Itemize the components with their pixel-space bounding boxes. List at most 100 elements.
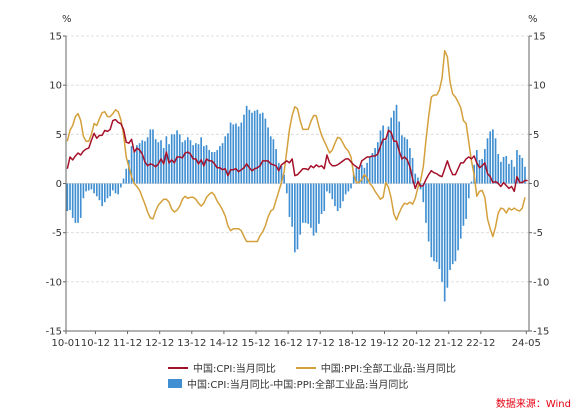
x-tick-label: 16-12: [274, 338, 303, 349]
y-right-tick-label: 0: [533, 179, 539, 190]
diff-bar: [95, 183, 98, 197]
y-left-tick-label: -15: [46, 327, 62, 338]
diff-bar: [328, 183, 331, 194]
diff-bar: [280, 165, 283, 184]
diff-bar: [71, 183, 74, 218]
ppi-line: [66, 50, 526, 243]
diff-bar: [208, 150, 211, 184]
diff-bar: [79, 183, 82, 218]
diff-bar: [256, 109, 259, 184]
diff-bar: [299, 183, 302, 235]
diff-bar: [465, 183, 467, 219]
diff-bar: [446, 183, 449, 288]
diff-bar: [173, 134, 176, 184]
diff-bar: [66, 183, 69, 212]
diff-bar: [510, 159, 513, 184]
diff-bar: [467, 183, 470, 199]
diff-bar: [374, 148, 376, 184]
diff-bar: [288, 183, 291, 217]
y-right-tick-label: 10: [533, 81, 546, 92]
diff-bar: [433, 183, 435, 262]
x-tick-label: 21-12: [434, 338, 463, 349]
diff-bar: [221, 143, 224, 184]
y-left-tick-label: 0: [56, 179, 62, 190]
diff-bar: [307, 183, 310, 224]
source-note: 数据来源：Wind: [495, 399, 571, 410]
diff-swatch: [168, 379, 182, 388]
diff-bar: [259, 113, 261, 184]
diff-bar: [235, 123, 237, 184]
diff-bar: [74, 183, 77, 223]
diff-bar: [427, 183, 430, 242]
x-tick-label: 19-12: [370, 338, 399, 349]
diff-bar: [160, 140, 162, 184]
diff-bar: [331, 183, 334, 200]
cpi-line: [66, 118, 528, 193]
diff-bar: [323, 183, 326, 212]
diff-bar: [454, 183, 457, 262]
diff-bar: [395, 104, 398, 184]
diff-bar: [486, 138, 489, 184]
diff-bar: [277, 162, 280, 184]
diff-bar: [109, 183, 111, 197]
diff-bar: [120, 183, 122, 188]
diff-bar: [192, 145, 194, 184]
diff-bar: [245, 105, 248, 184]
diff-bar: [136, 145, 138, 184]
diff-bar: [283, 174, 285, 184]
diff-bar: [494, 138, 497, 184]
diff-bar: [82, 183, 85, 199]
x-tick-label: 14-12: [209, 338, 238, 349]
diff-bar: [475, 150, 478, 184]
diff-bar: [481, 158, 483, 184]
ppi-swatch: [295, 366, 316, 369]
diff-bar: [77, 183, 79, 223]
diff-bar: [112, 183, 114, 191]
diff-bar: [122, 178, 125, 184]
diff-bar: [352, 173, 355, 184]
diff-bar: [513, 166, 516, 184]
diff-bar: [128, 159, 130, 184]
diff-bar: [368, 156, 371, 184]
diff-bar: [379, 130, 382, 184]
diff-bar: [518, 154, 521, 184]
diff-bar: [178, 134, 181, 184]
diff-bar: [87, 183, 90, 191]
diff-bar: [184, 140, 186, 184]
diff-bar: [417, 177, 419, 184]
diff-bar: [339, 183, 342, 209]
diff-bar: [360, 164, 363, 184]
diff-bar: [390, 117, 393, 184]
diff-bar: [438, 183, 441, 270]
y-left-tick-label: 15: [49, 32, 62, 43]
legend-row-1: 中国:CPI:当月同比 中国:PPI:全部工业品:当月同比: [168, 360, 476, 375]
diff-bar: [291, 183, 293, 227]
diff-bar: [181, 142, 184, 184]
diff-bars: [66, 104, 526, 302]
diff-bar: [168, 144, 170, 184]
diff-bar: [492, 129, 494, 184]
x-tick-label: 22-12: [466, 338, 495, 349]
cpi-swatch: [168, 366, 188, 369]
diff-bar: [146, 137, 149, 184]
legend-label-diff: 中国:CPI:当月同比-中国:PPI:全部工业品:当月同比: [187, 380, 409, 391]
diff-bar: [251, 112, 253, 184]
diff-bar: [224, 136, 227, 184]
diff-bar: [524, 166, 526, 184]
legend-item-diff: 中国:CPI:当月同比-中国:PPI:全部工业品:当月同比: [168, 376, 408, 391]
x-tick-label: 12-12: [145, 338, 174, 349]
diff-bar: [326, 183, 328, 192]
diff-bar: [344, 183, 347, 195]
diff-bar: [211, 152, 213, 184]
diff-bar: [205, 145, 208, 184]
diff-bar: [500, 161, 502, 184]
diff-bar: [232, 124, 235, 184]
diff-bar: [213, 152, 216, 184]
diff-bar: [269, 136, 272, 184]
diff-bar: [371, 153, 374, 184]
diff-bar: [149, 129, 152, 184]
diff-bar: [296, 183, 299, 250]
diff-bar: [441, 183, 443, 282]
diff-bar: [93, 183, 95, 194]
